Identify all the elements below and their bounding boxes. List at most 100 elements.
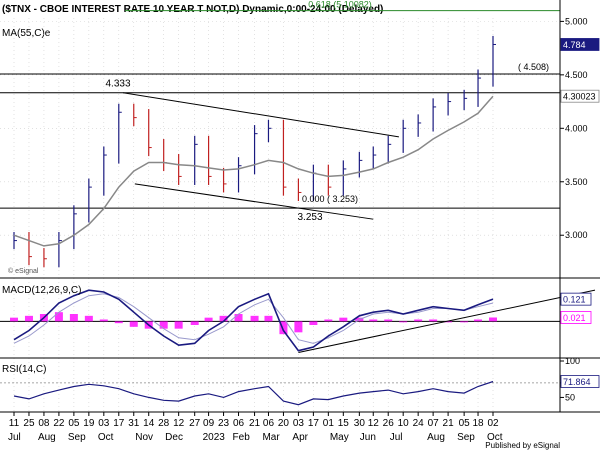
- rsi-line: [13, 380, 494, 406]
- month-label: May: [330, 432, 349, 443]
- macd-histogram-bar: [219, 315, 228, 322]
- month-label: Nov: [135, 432, 153, 443]
- x-tick-label: 25: [23, 418, 35, 429]
- x-tick-label: 01: [323, 418, 335, 429]
- x-tick-label: 24: [413, 418, 425, 429]
- x-tick-label: 12: [368, 418, 380, 429]
- x-tick-label: 07: [428, 418, 440, 429]
- price-badge: [560, 38, 600, 51]
- ma-label: MA(55,C)e: [2, 28, 51, 39]
- labels-layer: 0.618 (5.10082) ( 4.508) 4.333 0.000 ( 3.25…: [2, 0, 600, 388]
- rsi-badge: [560, 375, 600, 388]
- macd-histogram-bar: [234, 314, 243, 322]
- rsi-y-tick-label: 50: [565, 392, 575, 402]
- watermark-label: © eSignal: [8, 267, 39, 275]
- macd-histogram-bar: [294, 321, 303, 333]
- x-tick-label: 02: [487, 418, 499, 429]
- x-tick-label: 22: [53, 418, 65, 429]
- macd-histogram-bar: [324, 319, 333, 322]
- x-tick-label: 27: [189, 418, 201, 429]
- axes-layer: 5.0004.5004.0003.5003.000100705011250822…: [0, 0, 600, 443]
- macd-histogram-bar: [489, 317, 497, 322]
- month-label: 2023: [203, 432, 226, 443]
- x-tick-label: 31: [128, 418, 140, 429]
- low-annotation: 3.253: [297, 212, 322, 223]
- published-by-label: Published by eSignal: [485, 441, 560, 450]
- month-label: Jul: [390, 432, 403, 443]
- macd-histogram-bar: [399, 321, 408, 323]
- x-tick-label: 10: [398, 418, 410, 429]
- price-y-tick-label: 4.000: [565, 123, 588, 133]
- macd-histogram-bar: [174, 321, 183, 329]
- month-label: Feb: [233, 432, 251, 443]
- x-tick-label: 30: [354, 418, 366, 429]
- x-tick-label: 21: [249, 418, 261, 429]
- macd-histogram-bar: [279, 321, 288, 335]
- month-label: Aug: [38, 432, 56, 443]
- macd-histogram-bar: [54, 312, 63, 322]
- macd-histogram-bar: [250, 315, 259, 322]
- x-tick-label: 15: [338, 418, 350, 429]
- x-tick-label: 26: [383, 418, 395, 429]
- macd-histogram-bar: [339, 317, 348, 322]
- month-label: Apr: [292, 432, 308, 443]
- macd-histogram-bar: [129, 321, 138, 327]
- x-tick-label: 08: [38, 418, 50, 429]
- month-label: Sep: [68, 432, 86, 443]
- macd-histogram-bar: [384, 319, 393, 322]
- chart-title: ($TNX - CBOE INTEREST RATE 10 YEAR T NOT…: [2, 4, 383, 15]
- fib-level-label: 0.618 (5.10082): [308, 0, 372, 10]
- macd-histogram-bar: [264, 315, 273, 322]
- month-label: Oct: [98, 432, 114, 443]
- price-y-tick-label: 5.000: [565, 16, 588, 26]
- price-y-tick-label: 3.500: [565, 177, 588, 187]
- month-label: Aug: [427, 432, 445, 443]
- macd-histogram-bar: [460, 321, 469, 323]
- x-tick-label: 28: [158, 418, 170, 429]
- macd-histogram-bar: [444, 321, 453, 323]
- macd-histogram-bar: [10, 317, 18, 322]
- x-tick-label: 11: [9, 418, 20, 429]
- macd-histogram-bar: [24, 315, 33, 322]
- macd-histogram-bar: [309, 321, 318, 325]
- macd-signal-line: [13, 293, 494, 344]
- macd-badge: [560, 311, 592, 324]
- x-tick-label: 19: [83, 418, 95, 429]
- x-tick-label: 20: [278, 418, 290, 429]
- macd-histogram-bar: [369, 319, 378, 322]
- rsi-y-tick-label: 100: [565, 356, 580, 366]
- month-label: Sep: [457, 432, 475, 443]
- resistance-level-label: ( 4.508): [518, 62, 549, 72]
- month-label: Oct: [487, 432, 503, 443]
- macd-histogram-bar: [190, 321, 199, 325]
- month-label: Jun: [360, 432, 376, 443]
- x-tick-label: 03: [98, 418, 110, 429]
- price-badge-label: 4.784: [563, 40, 586, 50]
- macd-histogram-bar: [414, 319, 423, 322]
- macd-histogram-bar: [99, 319, 108, 322]
- x-tick-label: 05: [459, 418, 471, 429]
- macd-histogram-bar: [159, 321, 168, 329]
- macd-badge: [560, 292, 592, 306]
- lower-trendline: [134, 183, 374, 220]
- x-tick-label: 18: [472, 418, 484, 429]
- grid-layer: [0, 18, 560, 412]
- low-annotation-value: 0.000 ( 3.253): [302, 194, 358, 204]
- macd-histogram-bar: [84, 315, 93, 322]
- macd-line: [13, 289, 494, 352]
- x-tick-label: 06: [263, 418, 275, 429]
- x-tick-label: 09: [203, 418, 215, 429]
- x-tick-label: 14: [143, 418, 155, 429]
- ma-line: [13, 95, 494, 247]
- x-tick-label: 05: [68, 418, 80, 429]
- month-label: Mar: [262, 432, 280, 443]
- x-tick-label: 21: [443, 418, 455, 429]
- macd-histogram-bar: [204, 317, 213, 322]
- price-badge-label: 4.30023: [563, 92, 596, 102]
- x-tick-label: 17: [308, 418, 320, 429]
- macd-badge-label: 0.021: [563, 313, 586, 323]
- rsi-title: RSI(14,C): [2, 364, 46, 375]
- x-tick-label: 12: [173, 418, 185, 429]
